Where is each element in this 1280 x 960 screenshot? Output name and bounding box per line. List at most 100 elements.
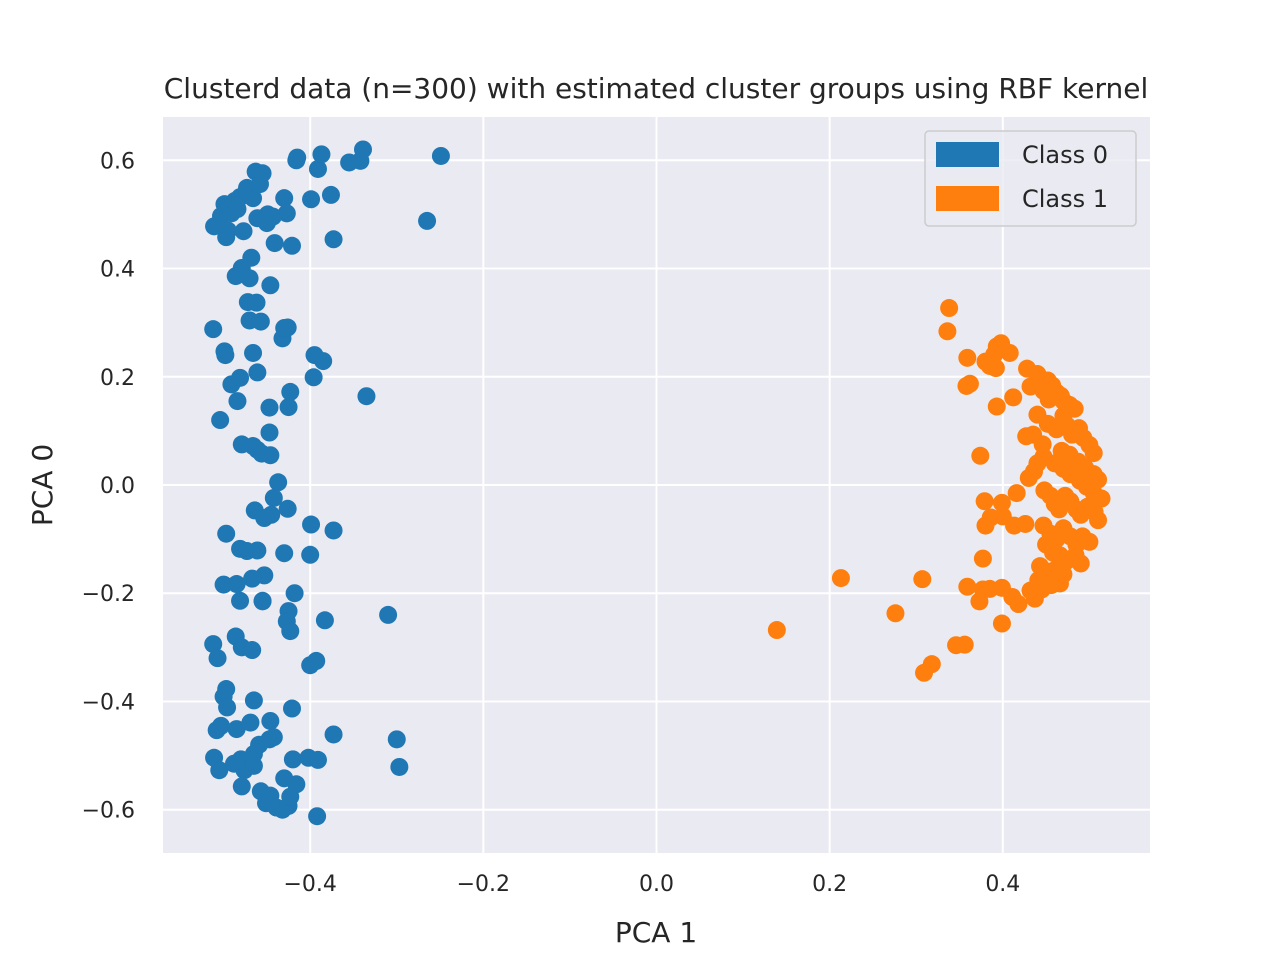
legend-label-class-0: Class 0 [1022, 141, 1108, 169]
data-point-class-0 [243, 641, 262, 660]
data-point-class-1 [1017, 427, 1036, 446]
data-point-class-1 [1080, 532, 1099, 551]
data-point-class-1 [992, 614, 1011, 633]
data-point-class-0 [308, 159, 327, 178]
x-axis-label: PCA 1 [615, 916, 697, 949]
y-tick-label: −0.4 [82, 690, 135, 715]
data-point-class-0 [241, 713, 260, 732]
data-point-class-0 [234, 222, 253, 241]
data-point-class-0 [321, 185, 340, 204]
data-point-class-0 [244, 189, 263, 208]
legend-label-class-1: Class 1 [1022, 185, 1108, 213]
data-point-class-1 [970, 592, 989, 611]
data-point-class-0 [216, 346, 235, 365]
data-point-class-1 [971, 446, 990, 465]
data-point-class-0 [240, 269, 259, 288]
data-point-class-1 [913, 570, 932, 589]
data-point-class-0 [387, 730, 406, 749]
data-point-class-1 [938, 322, 957, 341]
data-point-class-0 [227, 575, 246, 594]
tick-labels: −0.4 −0.2 0.0 0.2 0.4 −0.6 −0.4 −0.2 0.0 0.2 0.4 0.… [82, 149, 1021, 897]
data-point-class-0 [353, 140, 372, 159]
data-point-class-0 [263, 207, 282, 226]
data-point-class-0 [275, 544, 294, 563]
legend-swatch-class-0 [936, 142, 999, 167]
data-point-class-0 [324, 230, 343, 249]
data-point-class-1 [1016, 514, 1035, 533]
data-point-class-0 [242, 248, 261, 267]
data-point-class-1 [940, 299, 959, 318]
data-point-class-0 [244, 343, 263, 362]
data-point-class-0 [232, 777, 251, 796]
legend: Class 0 Class 1 [924, 130, 1137, 227]
data-point-class-0 [244, 691, 263, 710]
data-point-class-0 [269, 473, 288, 492]
data-point-class-0 [281, 622, 300, 641]
x-tick-label: 0.4 [985, 872, 1020, 897]
data-point-class-0 [247, 293, 266, 312]
data-point-class-0 [301, 545, 320, 564]
data-point-class-1 [955, 635, 974, 654]
data-point-class-0 [302, 515, 321, 534]
data-point-class-0 [253, 592, 272, 611]
data-point-class-0 [324, 725, 343, 744]
data-point-class-1 [767, 621, 786, 640]
data-point-class-0 [214, 575, 233, 594]
data-point-class-1 [1071, 554, 1090, 573]
y-tick-label: 0.0 [100, 474, 135, 499]
data-points [204, 140, 1111, 826]
data-point-class-0 [431, 146, 450, 165]
data-point-class-0 [218, 221, 237, 240]
data-point-class-1 [973, 549, 992, 568]
data-point-class-0 [248, 541, 267, 560]
data-point-class-1 [1000, 343, 1019, 362]
data-point-class-0 [312, 145, 331, 164]
data-point-class-1 [957, 376, 976, 395]
data-point-class-0 [285, 584, 304, 603]
y-tick-label: 0.4 [100, 258, 135, 283]
x-tick-label: 0.0 [639, 872, 674, 897]
data-point-class-0 [212, 716, 231, 735]
data-point-class-0 [281, 382, 300, 401]
data-point-class-1 [1050, 574, 1069, 593]
data-point-class-1 [831, 569, 850, 588]
data-point-class-0 [204, 635, 223, 654]
data-point-class-0 [265, 234, 284, 253]
y-tick-label: −0.6 [82, 799, 135, 824]
data-point-class-0 [302, 190, 321, 209]
data-point-class-1 [975, 492, 994, 511]
data-point-class-1 [1089, 511, 1108, 530]
data-point-class-1 [958, 348, 977, 367]
data-point-class-0 [390, 757, 409, 776]
y-tick-label: −0.2 [82, 582, 135, 607]
data-point-class-1 [992, 493, 1011, 512]
data-point-class-0 [204, 320, 223, 339]
y-tick-label: 0.2 [100, 366, 135, 391]
data-point-class-0 [277, 204, 296, 223]
data-point-class-1 [1092, 489, 1111, 508]
data-point-class-0 [278, 499, 297, 518]
data-point-class-0 [218, 698, 237, 717]
x-tick-label: −0.4 [283, 872, 336, 897]
chart-title: Clusterd data (n=300) with estimated clu… [164, 72, 1148, 105]
data-point-class-0 [227, 720, 246, 739]
data-point-class-0 [210, 761, 229, 780]
data-point-class-1 [987, 397, 1006, 416]
data-point-class-0 [208, 649, 227, 668]
data-point-class-0 [314, 352, 333, 371]
y-axis-label: PCA 0 [26, 444, 59, 526]
data-point-class-0 [308, 750, 327, 769]
data-point-class-0 [244, 756, 263, 775]
data-point-class-1 [1084, 444, 1103, 463]
data-point-class-1 [1039, 390, 1058, 409]
data-point-class-1 [958, 577, 977, 596]
data-point-class-1 [886, 604, 905, 623]
data-point-class-0 [275, 189, 294, 208]
data-point-class-1 [1007, 484, 1026, 503]
data-point-class-0 [357, 387, 376, 406]
data-point-class-0 [253, 164, 272, 183]
data-point-class-0 [243, 569, 262, 588]
grid-lines [163, 117, 1150, 853]
data-point-class-0 [283, 699, 302, 718]
data-point-class-0 [261, 446, 280, 465]
